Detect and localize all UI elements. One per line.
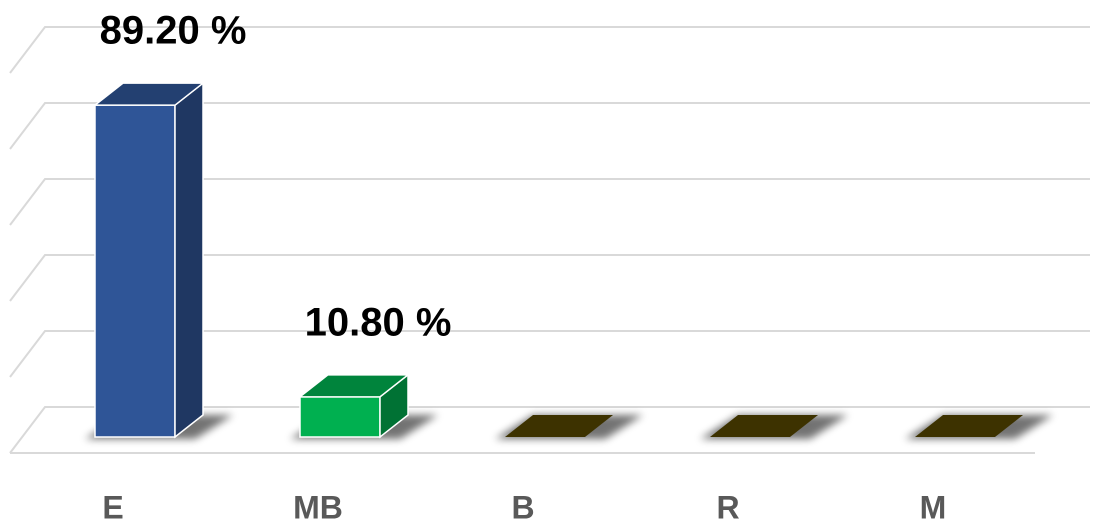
x-tick-label: R: [716, 489, 739, 525]
grid-line: [9, 26, 1090, 74]
x-tick-label: MB: [293, 489, 343, 525]
bar: [915, 415, 1023, 437]
bar-top: [92, 82, 206, 106]
x-tick-label: M: [920, 489, 947, 525]
bar-front: [299, 396, 381, 438]
bar: [710, 415, 818, 437]
grid-line: [9, 178, 1090, 226]
value-label: 89.20 %: [100, 9, 247, 53]
x-tick-label: E: [102, 489, 123, 525]
bar: [92, 81, 206, 439]
bar-top: [505, 415, 613, 437]
grid-line: [9, 330, 1090, 378]
grid-line: [9, 406, 1090, 454]
bar-front: [94, 104, 176, 438]
x-tick-label: B: [511, 489, 534, 525]
grid-line: [9, 102, 1090, 150]
grid-line: [9, 254, 1090, 302]
bar-top: [915, 415, 1023, 437]
bar-top: [297, 374, 411, 398]
value-label: 10.80 %: [305, 300, 452, 344]
bar: [297, 373, 411, 439]
bar: [505, 415, 613, 437]
bar-top: [710, 415, 818, 437]
bar-side: [174, 81, 204, 439]
